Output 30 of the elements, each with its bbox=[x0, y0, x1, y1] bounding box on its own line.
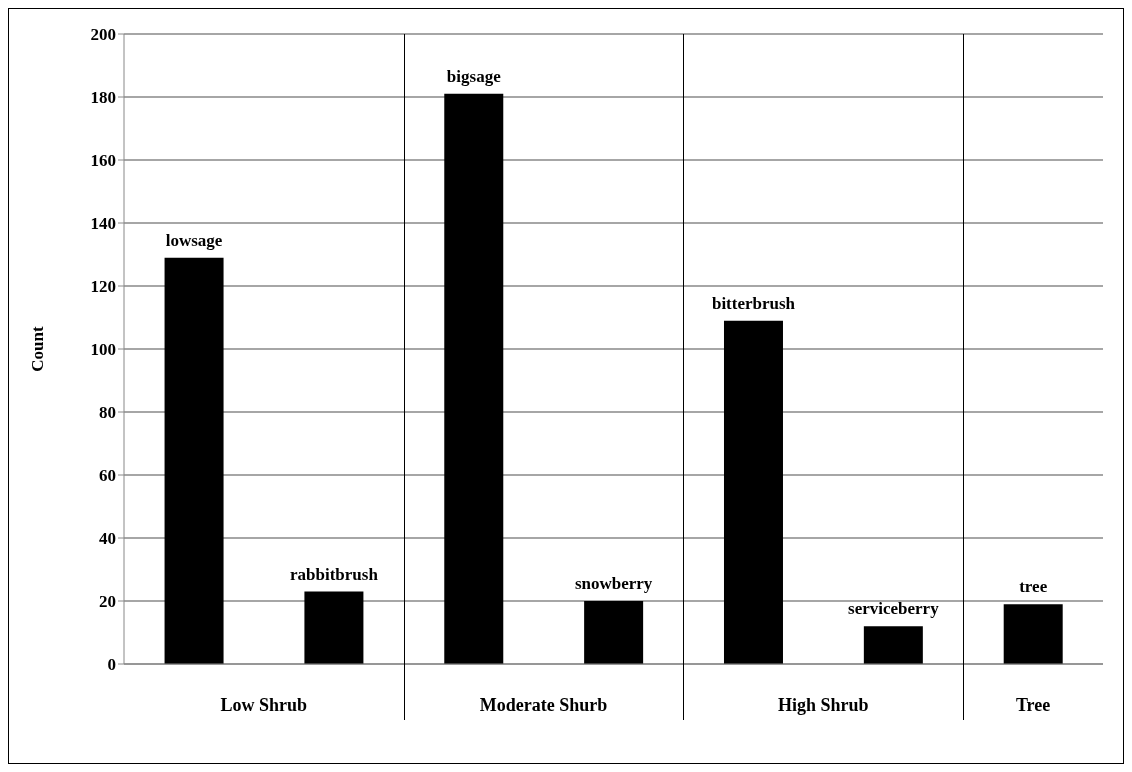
bar bbox=[304, 591, 364, 664]
bar bbox=[863, 626, 923, 664]
bar bbox=[444, 93, 504, 664]
x-tick-label: bitterbrush bbox=[711, 293, 796, 313]
y-tick-label: 100 bbox=[90, 340, 116, 360]
text: High Shrub bbox=[777, 695, 870, 716]
bar bbox=[584, 601, 644, 664]
text: Tree bbox=[1014, 695, 1052, 716]
x-tick-label: lowsage bbox=[165, 230, 223, 250]
bar bbox=[723, 320, 783, 664]
y-tick-label: 120 bbox=[90, 277, 116, 297]
text: Moderate Shurb bbox=[478, 695, 609, 716]
y-tick-label: 60 bbox=[99, 466, 116, 486]
x-tick-label: rabbitbrush bbox=[289, 564, 379, 584]
y-tick-label: 0 bbox=[107, 655, 116, 675]
y-tick-label: 80 bbox=[99, 403, 116, 423]
x-tick-label: serviceberry bbox=[848, 599, 940, 619]
y-axis-title: Count bbox=[28, 325, 48, 372]
y-tick-label: 160 bbox=[90, 151, 116, 171]
bar bbox=[164, 257, 224, 664]
x-tick-label: bigsage bbox=[446, 66, 502, 86]
y-tick-label: 40 bbox=[99, 529, 116, 549]
text: Low Shrub bbox=[219, 695, 309, 716]
x-tick-label: snowberry bbox=[574, 574, 653, 593]
x-tick-label: tree bbox=[1019, 577, 1048, 597]
y-tick-label: 180 bbox=[90, 88, 116, 108]
y-tick-label: 200 bbox=[90, 25, 116, 45]
bar bbox=[1003, 604, 1063, 664]
y-tick-label: 20 bbox=[99, 592, 116, 612]
y-tick-label: 140 bbox=[90, 214, 116, 234]
